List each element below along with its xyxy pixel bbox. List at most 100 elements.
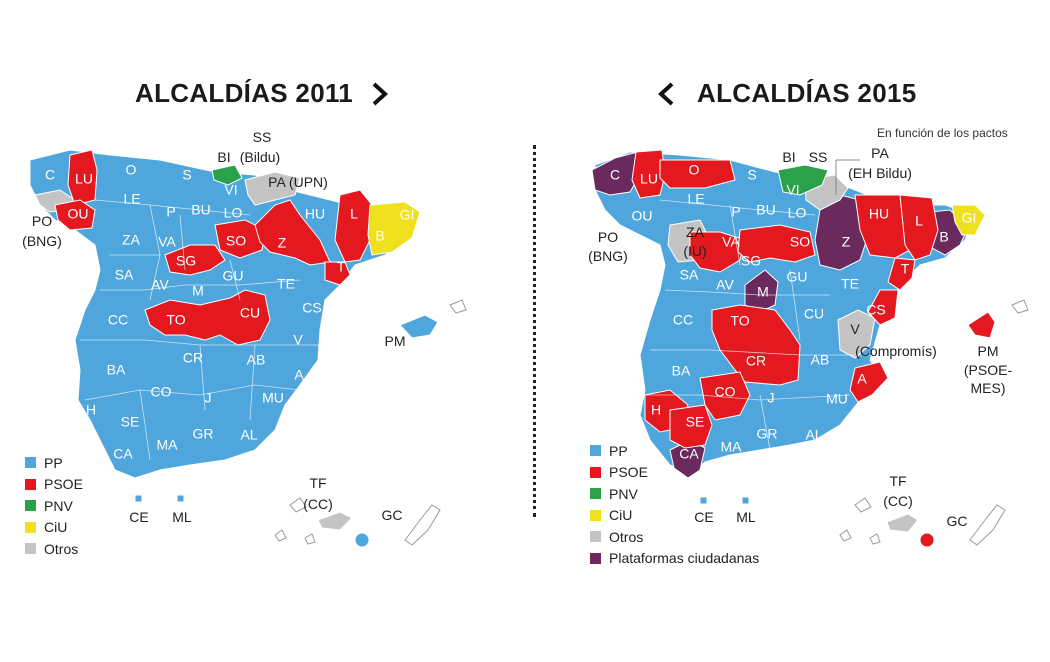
map-2015-province-h: H — [651, 402, 661, 418]
legend-2011: PP PSOE PNV CiU Otros — [25, 452, 83, 560]
legend-label: PSOE — [609, 464, 648, 481]
legend-item: PP — [25, 452, 83, 474]
label-po-party: (BNG) — [588, 248, 628, 264]
map-2015-province-m: M — [757, 284, 769, 300]
map-2011-province-gu: GU — [223, 268, 244, 284]
map-2011-province-cs: CS — [302, 300, 321, 316]
legend-item: Plataformas ciudadanas — [590, 548, 759, 570]
legend-label: CiU — [44, 519, 68, 536]
map-2015-province-co: CO — [715, 384, 736, 400]
map-2015-province-gu: GU — [787, 269, 808, 285]
map-2011-province-ou: OU — [68, 206, 89, 222]
legend-item: CiU — [590, 505, 759, 527]
legend-label: Plataformas ciudadanas — [609, 550, 760, 567]
map-2011-province-gr: GR — [193, 426, 214, 442]
map-2011-province-ma: MA — [157, 437, 179, 453]
label-gc: GC — [947, 513, 968, 529]
label-tf: TF — [889, 473, 906, 489]
map-2015-province-sa: SA — [680, 267, 699, 283]
legend-swatch — [25, 521, 36, 533]
map-2015-province-gi: GI — [962, 210, 977, 226]
map-2011-province-ca: CA — [113, 446, 133, 462]
label-ml: ML — [736, 509, 756, 525]
map-2015-province-va: VA — [722, 234, 740, 250]
map-2015-province-ab: AB — [811, 352, 830, 368]
map-2015-province-av: AV — [716, 277, 734, 293]
legend-2015: PP PSOE PNV CiU Otros Plataformas ciudadanas — [590, 440, 759, 569]
map-2011-province-hu: HU — [305, 206, 325, 222]
label-pm: PM — [978, 343, 999, 359]
map-2015-province-ba: BA — [672, 363, 691, 379]
map-2011-province-gi: GI — [400, 207, 415, 223]
map-2011-province-se: SE — [121, 414, 140, 430]
map-2011-province-va: VA — [158, 234, 176, 250]
legend-swatch — [590, 531, 601, 543]
label-v-party: (Compromís) — [855, 343, 937, 359]
map-2015-province-j: J — [768, 390, 775, 406]
legend-item: Otros — [25, 538, 83, 560]
map-2011-province-j: J — [205, 390, 212, 406]
legend-label: Otros — [609, 528, 644, 545]
chevron-right-icon[interactable] — [367, 80, 393, 108]
label-pm-party-2: MES) — [971, 380, 1006, 396]
label-pa-party: (EH Bildu) — [848, 165, 912, 181]
map-2011-province-al: AL — [240, 427, 257, 443]
legend-swatch — [590, 509, 601, 521]
label-ce: CE — [129, 509, 148, 525]
map-2011-province-cc: CC — [108, 312, 128, 328]
map-2011-province-m: M — [192, 283, 204, 299]
map-2015-province-p: P — [731, 204, 740, 220]
legend-item: CiU — [25, 517, 83, 539]
map-2011-province-le: LE — [123, 191, 140, 207]
map-2011-province-z: Z — [278, 235, 287, 251]
map-2011-province-b: B — [375, 228, 384, 244]
label-pm: PM — [385, 333, 406, 349]
map-2015-province-cc: CC — [673, 312, 693, 328]
map-2015-province-gr: GR — [757, 426, 778, 442]
map-2015-province-bu: BU — [756, 202, 775, 218]
map-2015-province-b: B — [939, 229, 948, 245]
map-2015-province-t: T — [901, 261, 910, 277]
map-2011-province-lo: LO — [224, 205, 243, 221]
chevron-left-icon[interactable] — [653, 80, 679, 108]
label-po: PO — [32, 213, 52, 229]
legend-swatch — [590, 445, 601, 457]
map-2015-province-ca: CA — [679, 446, 699, 462]
map-2015-province-mu: MU — [826, 391, 848, 407]
legend-swatch — [25, 478, 36, 490]
legend-item: PSOE — [590, 462, 759, 484]
map-title-2015: ALCALDÍAS 2015 — [697, 78, 917, 108]
legend-label: PP — [44, 454, 63, 471]
map-2015-province-z: Z — [842, 234, 851, 250]
map-2011-province-to: TO — [166, 312, 185, 328]
legend-swatch — [590, 552, 601, 564]
map-2011-province-s: S — [182, 167, 191, 183]
map-2015-province-lo: LO — [788, 205, 807, 221]
label-pm-party-1: (PSOE- — [964, 362, 1013, 378]
map-2015-province-to: TO — [730, 313, 749, 329]
map-2011-province-h: H — [86, 402, 96, 418]
map-2015-province-al: AL — [805, 427, 822, 443]
legend-label: CiU — [609, 507, 633, 524]
map-2015-province-o: O — [689, 162, 700, 178]
label-ml: ML — [172, 509, 192, 525]
map-2011-province-vi: VI — [224, 182, 237, 198]
map-2011-province-cu: CU — [240, 305, 260, 321]
label-ce: CE — [694, 509, 713, 525]
label-ss: SS — [253, 129, 272, 145]
map-2011-province-av: AV — [151, 277, 169, 293]
legend-label: PP — [609, 442, 628, 459]
label-tf-party: (CC) — [303, 496, 333, 512]
label-po: PO — [598, 229, 618, 245]
map-2011-province-t: T — [337, 259, 346, 275]
legend-label: PSOE — [44, 476, 83, 493]
map-2011-province-v: V — [293, 332, 303, 348]
label-ss: SS — [809, 149, 828, 165]
legend-swatch — [590, 488, 601, 500]
map-2015-province-cr: CR — [746, 353, 766, 369]
label-za: ZA — [686, 224, 705, 240]
pacts-note: En función de los pactos — [877, 126, 1008, 140]
map-2015-province-l: L — [915, 213, 923, 229]
map-2011-province-sa: SA — [115, 267, 134, 283]
